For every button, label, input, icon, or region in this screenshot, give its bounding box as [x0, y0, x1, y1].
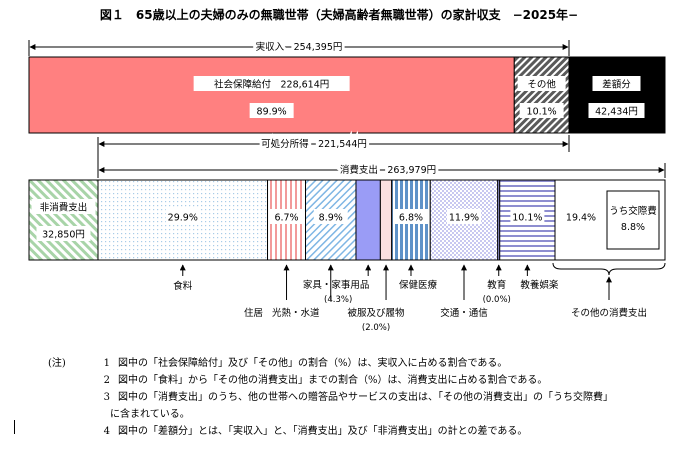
consumption-total-label: 消費支出 263,979円 — [340, 164, 436, 176]
bar-segment-other-income — [513, 56, 570, 134]
bar-segment-deficit — [568, 56, 666, 134]
note-text: に含まれている。 — [110, 409, 190, 420]
notes: (注) 1 図中の「社会保障給付」及び「その他」の割合（%）は、実収入に占める割… — [48, 355, 668, 440]
bar-segment-furniture — [355, 179, 381, 261]
note-number: 3 — [103, 392, 110, 403]
note-text: 図中の「社会保障給付」及び「その他」の割合（%）は、実収入に占める割合である。 — [118, 358, 508, 369]
deficit-label: 差額分 — [602, 79, 631, 91]
other-income-pct: 10.1% — [527, 107, 557, 118]
chart-title: 図１ 65歳以上の夫婦のみの無職世帯（夫婦高齢者無職世帯）の家計収支 −2025… — [100, 7, 578, 22]
callout-clothing: 被服及び履物 — [348, 307, 406, 319]
note-2: 2 図中の「食料」から「その他の消費支出」までの割合（%）は、消費支出に占める割… — [48, 372, 668, 389]
income-row: 社会保障給付 228,614円 89.9% その他 10.1% 差額分 42,434円 — [28, 56, 666, 134]
note-4: 4 図中の「差額分」とは、「実収入」と、「消費支出」及び「非消費支出」の計との差… — [48, 423, 668, 440]
nonconsumption-amount: 32,850円 — [42, 230, 85, 241]
expenditure-row: 非消費支出 32,850円 29.9% 6.7% 8.9% 6.8% 11.9% 10.1% 1… — [28, 179, 666, 261]
bar-segment-social — [28, 56, 515, 134]
callout-health: 保健医療 — [399, 279, 438, 291]
note-number: 4 — [103, 426, 110, 437]
household-budget-chart: 図１ 65歳以上の夫婦のみの無職世帯（夫婦高齢者無職世帯）の家計収支 −2025… — [28, 7, 666, 333]
callout-transport: 交通・通信 — [440, 307, 488, 319]
note-text: 図中の「消費支出」のうち、他の世帯への贈答品やサービスの支出は、「その他の消費支… — [118, 392, 613, 403]
social-benefit-pct: 89.9% — [257, 107, 287, 118]
pct-label-health: 6.8% — [399, 213, 423, 224]
callout-utilities: 光熱・水道 — [272, 307, 320, 319]
inner-box-entertainment — [606, 190, 660, 250]
brace-others — [552, 262, 666, 276]
callout-education: 教育 — [487, 279, 506, 291]
nonconsumption-label: 非消費支出 — [40, 202, 88, 214]
bar-segment-clothing — [379, 179, 393, 261]
bar-segment-nonconsumption — [28, 179, 99, 261]
pct-label-culture: 10.1% — [512, 213, 542, 224]
inner-box-label: うち交際費 — [609, 205, 657, 217]
social-benefit-label: 社会保障給付 228,614円 — [214, 79, 329, 91]
pct-label-housing: 6.7% — [274, 213, 298, 224]
other-income-label: その他 — [527, 79, 556, 91]
callout-culture: 教養娯楽 — [520, 279, 559, 291]
inner-box-pct: 8.8% — [621, 222, 645, 233]
pct-label-utilities: 8.9% — [319, 213, 343, 224]
pct-label-food: 29.9% — [168, 213, 198, 224]
pct-label-others: 19.4% — [566, 213, 596, 224]
callout-others: その他の消費支出 — [571, 307, 647, 319]
note-number: 1 — [103, 358, 110, 369]
callout-education-pct: (0.0%) — [483, 295, 511, 305]
callout-food: 食料 — [173, 280, 193, 292]
pct-label-transport: 11.9% — [449, 213, 479, 224]
note-text: 図中の「食料」から「その他の消費支出」までの割合（%）は、消費支出に占める割合で… — [118, 375, 548, 386]
callout-housing: 住居 — [244, 307, 263, 319]
callout-clothing-pct: (2.0%) — [362, 323, 390, 333]
note-1: (注) 1 図中の「社会保障給付」及び「その他」の割合（%）は、実収入に占める割… — [48, 355, 668, 372]
note-text: 図中の「差額分」とは、「実収入」と、「消費支出」及び「非消費支出」の計との差であ… — [118, 426, 528, 437]
deficit-amount: 42,434円 — [595, 107, 638, 118]
callout-furniture: 家具・家事用品 — [303, 279, 370, 291]
margin-mark — [14, 420, 15, 434]
income-total-label: 実収入 254,395円 — [256, 41, 343, 53]
callout-furniture-pct: (4.3%) — [324, 295, 352, 305]
notes-label: (注) — [48, 358, 66, 369]
note-3-continued: に含まれている。 — [110, 406, 668, 423]
note-number: 2 — [103, 375, 110, 386]
disposable-label: 可処分所得 221,544円 — [261, 138, 367, 150]
note-3: 3 図中の「消費支出」のうち、他の世帯への贈答品やサービスの支出は、「その他の消… — [48, 389, 668, 406]
